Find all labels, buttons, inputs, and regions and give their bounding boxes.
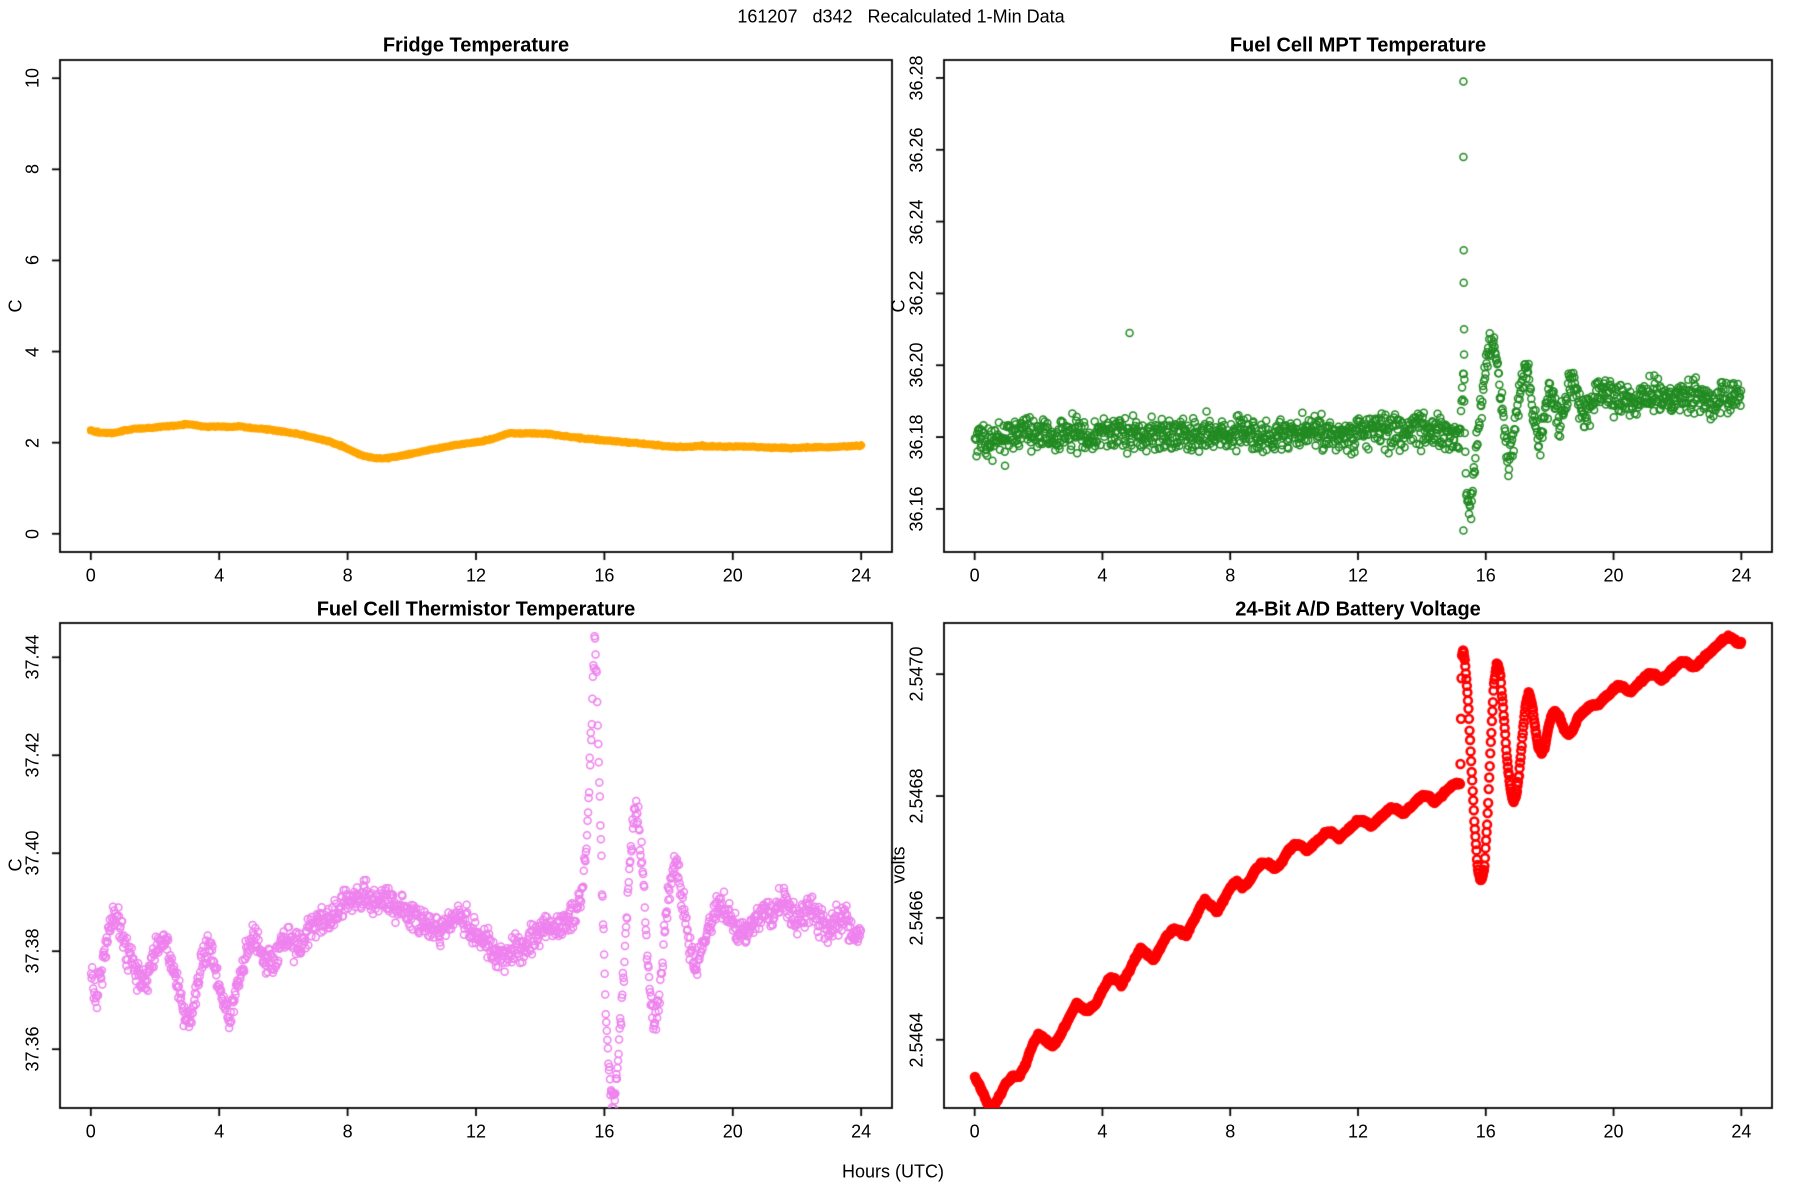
x-tick-label: 4 bbox=[214, 565, 225, 586]
x-tick-label: 24 bbox=[851, 565, 872, 586]
x-tick-label: 0 bbox=[85, 1121, 96, 1142]
x-tick-label: 4 bbox=[214, 1121, 225, 1142]
main-title: 161207 d342 Recalculated 1-Min Data bbox=[737, 6, 1065, 27]
x-tick-label: 8 bbox=[342, 565, 353, 586]
y-axis-label-volts: volts bbox=[888, 846, 909, 884]
y-tick-label: 2.5468 bbox=[906, 768, 927, 824]
x-tick-label: 16 bbox=[1475, 565, 1496, 586]
x-tick-label: 24 bbox=[1731, 565, 1752, 586]
x-tick-label: 0 bbox=[969, 1121, 980, 1142]
x-tick-label: 4 bbox=[1097, 1121, 1108, 1142]
y-tick-label: 8 bbox=[22, 164, 43, 175]
x-tick-label: 16 bbox=[594, 565, 615, 586]
panel-title-fridge-temperature: Fridge Temperature bbox=[382, 34, 570, 57]
y-tick-label: 0 bbox=[22, 528, 43, 539]
panel-title-fuel-cell-mpt-temperature: Fuel Cell MPT Temperature bbox=[1229, 34, 1487, 57]
x-tick-label: 12 bbox=[1347, 565, 1369, 586]
y-tick-label: 2.5466 bbox=[906, 890, 927, 946]
x-tick-label: 8 bbox=[342, 1121, 353, 1142]
x-tick-label: 0 bbox=[85, 565, 96, 586]
y-tick-label: 6 bbox=[22, 255, 43, 266]
y-tick-label: 2 bbox=[22, 437, 43, 448]
x-tick-label: 20 bbox=[722, 1121, 743, 1142]
x-tick-label: 20 bbox=[1603, 1121, 1624, 1142]
x-tick-label: 24 bbox=[1731, 1121, 1752, 1142]
y-axis-label-c-top-left: C bbox=[5, 299, 26, 313]
y-tick-label: 37.44 bbox=[22, 634, 43, 680]
x-tick-label: 12 bbox=[465, 1121, 487, 1142]
panel-title-fuel-cell-thermistor-temperature: Fuel Cell Thermistor Temperature bbox=[316, 598, 636, 621]
y-tick-label: 36.26 bbox=[906, 127, 927, 173]
y-tick-label: 2.5464 bbox=[906, 1012, 927, 1068]
x-tick-label: 20 bbox=[722, 565, 743, 586]
y-tick-label: 37.42 bbox=[22, 732, 43, 778]
x-tick-label: 16 bbox=[1475, 1121, 1496, 1142]
y-tick-label: 37.38 bbox=[22, 928, 43, 974]
y-tick-label: 36.18 bbox=[906, 414, 927, 460]
x-tick-label: 4 bbox=[1097, 565, 1108, 586]
y-tick-label: 4 bbox=[22, 346, 43, 357]
y-tick-label: 10 bbox=[22, 68, 43, 89]
y-tick-label: 2.5470 bbox=[906, 646, 927, 702]
x-tick-label: 16 bbox=[594, 1121, 615, 1142]
y-tick-label: 37.40 bbox=[22, 830, 43, 876]
x-tick-label: 12 bbox=[1347, 1121, 1369, 1142]
x-tick-label: 20 bbox=[1603, 565, 1624, 586]
y-tick-label: 36.28 bbox=[906, 55, 927, 101]
x-tick-label: 24 bbox=[851, 1121, 872, 1142]
y-tick-label: 37.36 bbox=[22, 1026, 43, 1072]
panel-title-battery-voltage: 24-Bit A/D Battery Voltage bbox=[1235, 598, 1481, 621]
x-axis-label-hours-utc: Hours (UTC) bbox=[842, 1161, 944, 1182]
y-tick-label: 36.22 bbox=[906, 270, 927, 316]
y-tick-label: 36.20 bbox=[906, 342, 927, 388]
x-tick-label: 8 bbox=[1225, 565, 1236, 586]
x-tick-label: 0 bbox=[969, 565, 980, 586]
y-tick-label: 36.16 bbox=[906, 486, 927, 532]
x-tick-label: 12 bbox=[465, 565, 487, 586]
x-tick-label: 8 bbox=[1225, 1121, 1236, 1142]
y-tick-label: 36.24 bbox=[906, 199, 927, 245]
